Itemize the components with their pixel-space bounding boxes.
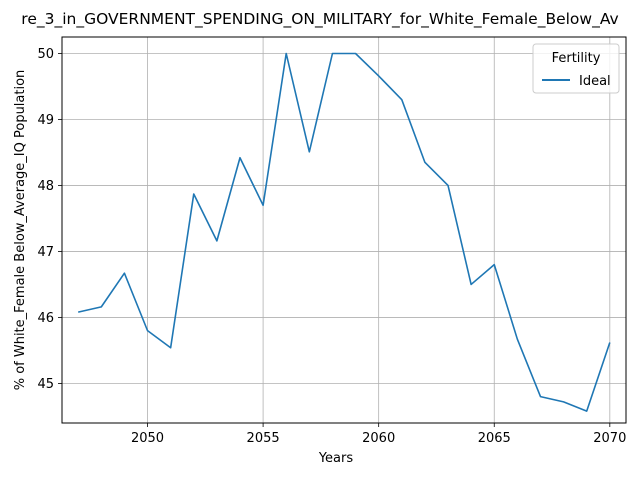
x-tick-label: 2050 (131, 431, 164, 446)
y-tick-label: 47 (37, 245, 54, 260)
y-tick-label: 49 (37, 113, 54, 128)
y-tick-label: 48 (37, 179, 54, 194)
series-line-ideal (78, 52, 611, 412)
y-tick-label: 50 (37, 47, 54, 62)
plot-frame (61, 36, 627, 424)
legend: Fertility Ideal (532, 43, 620, 94)
y-axis-label: % of White_Female Below_Average_IQ Popul… (13, 70, 28, 391)
legend-title: Fertility (552, 51, 601, 66)
series-layer (78, 52, 611, 412)
y-tick-label: 46 (37, 311, 54, 326)
legend-entry-ideal: Ideal (579, 74, 611, 89)
x-axis: 2050 2055 2060 2065 2070 (131, 423, 626, 446)
x-tick-label: 2065 (478, 431, 511, 446)
y-axis: 45 46 47 48 49 50 (37, 47, 62, 392)
y-tick-label: 45 (37, 377, 54, 392)
chart-title: re_3_in_GOVERNMENT_SPENDING_ON_MILITARY_… (21, 10, 618, 29)
x-tick-label: 2060 (362, 431, 395, 446)
x-tick-label: 2070 (593, 431, 626, 446)
x-tick-label: 2055 (247, 431, 280, 446)
x-axis-label: Years (318, 451, 354, 466)
